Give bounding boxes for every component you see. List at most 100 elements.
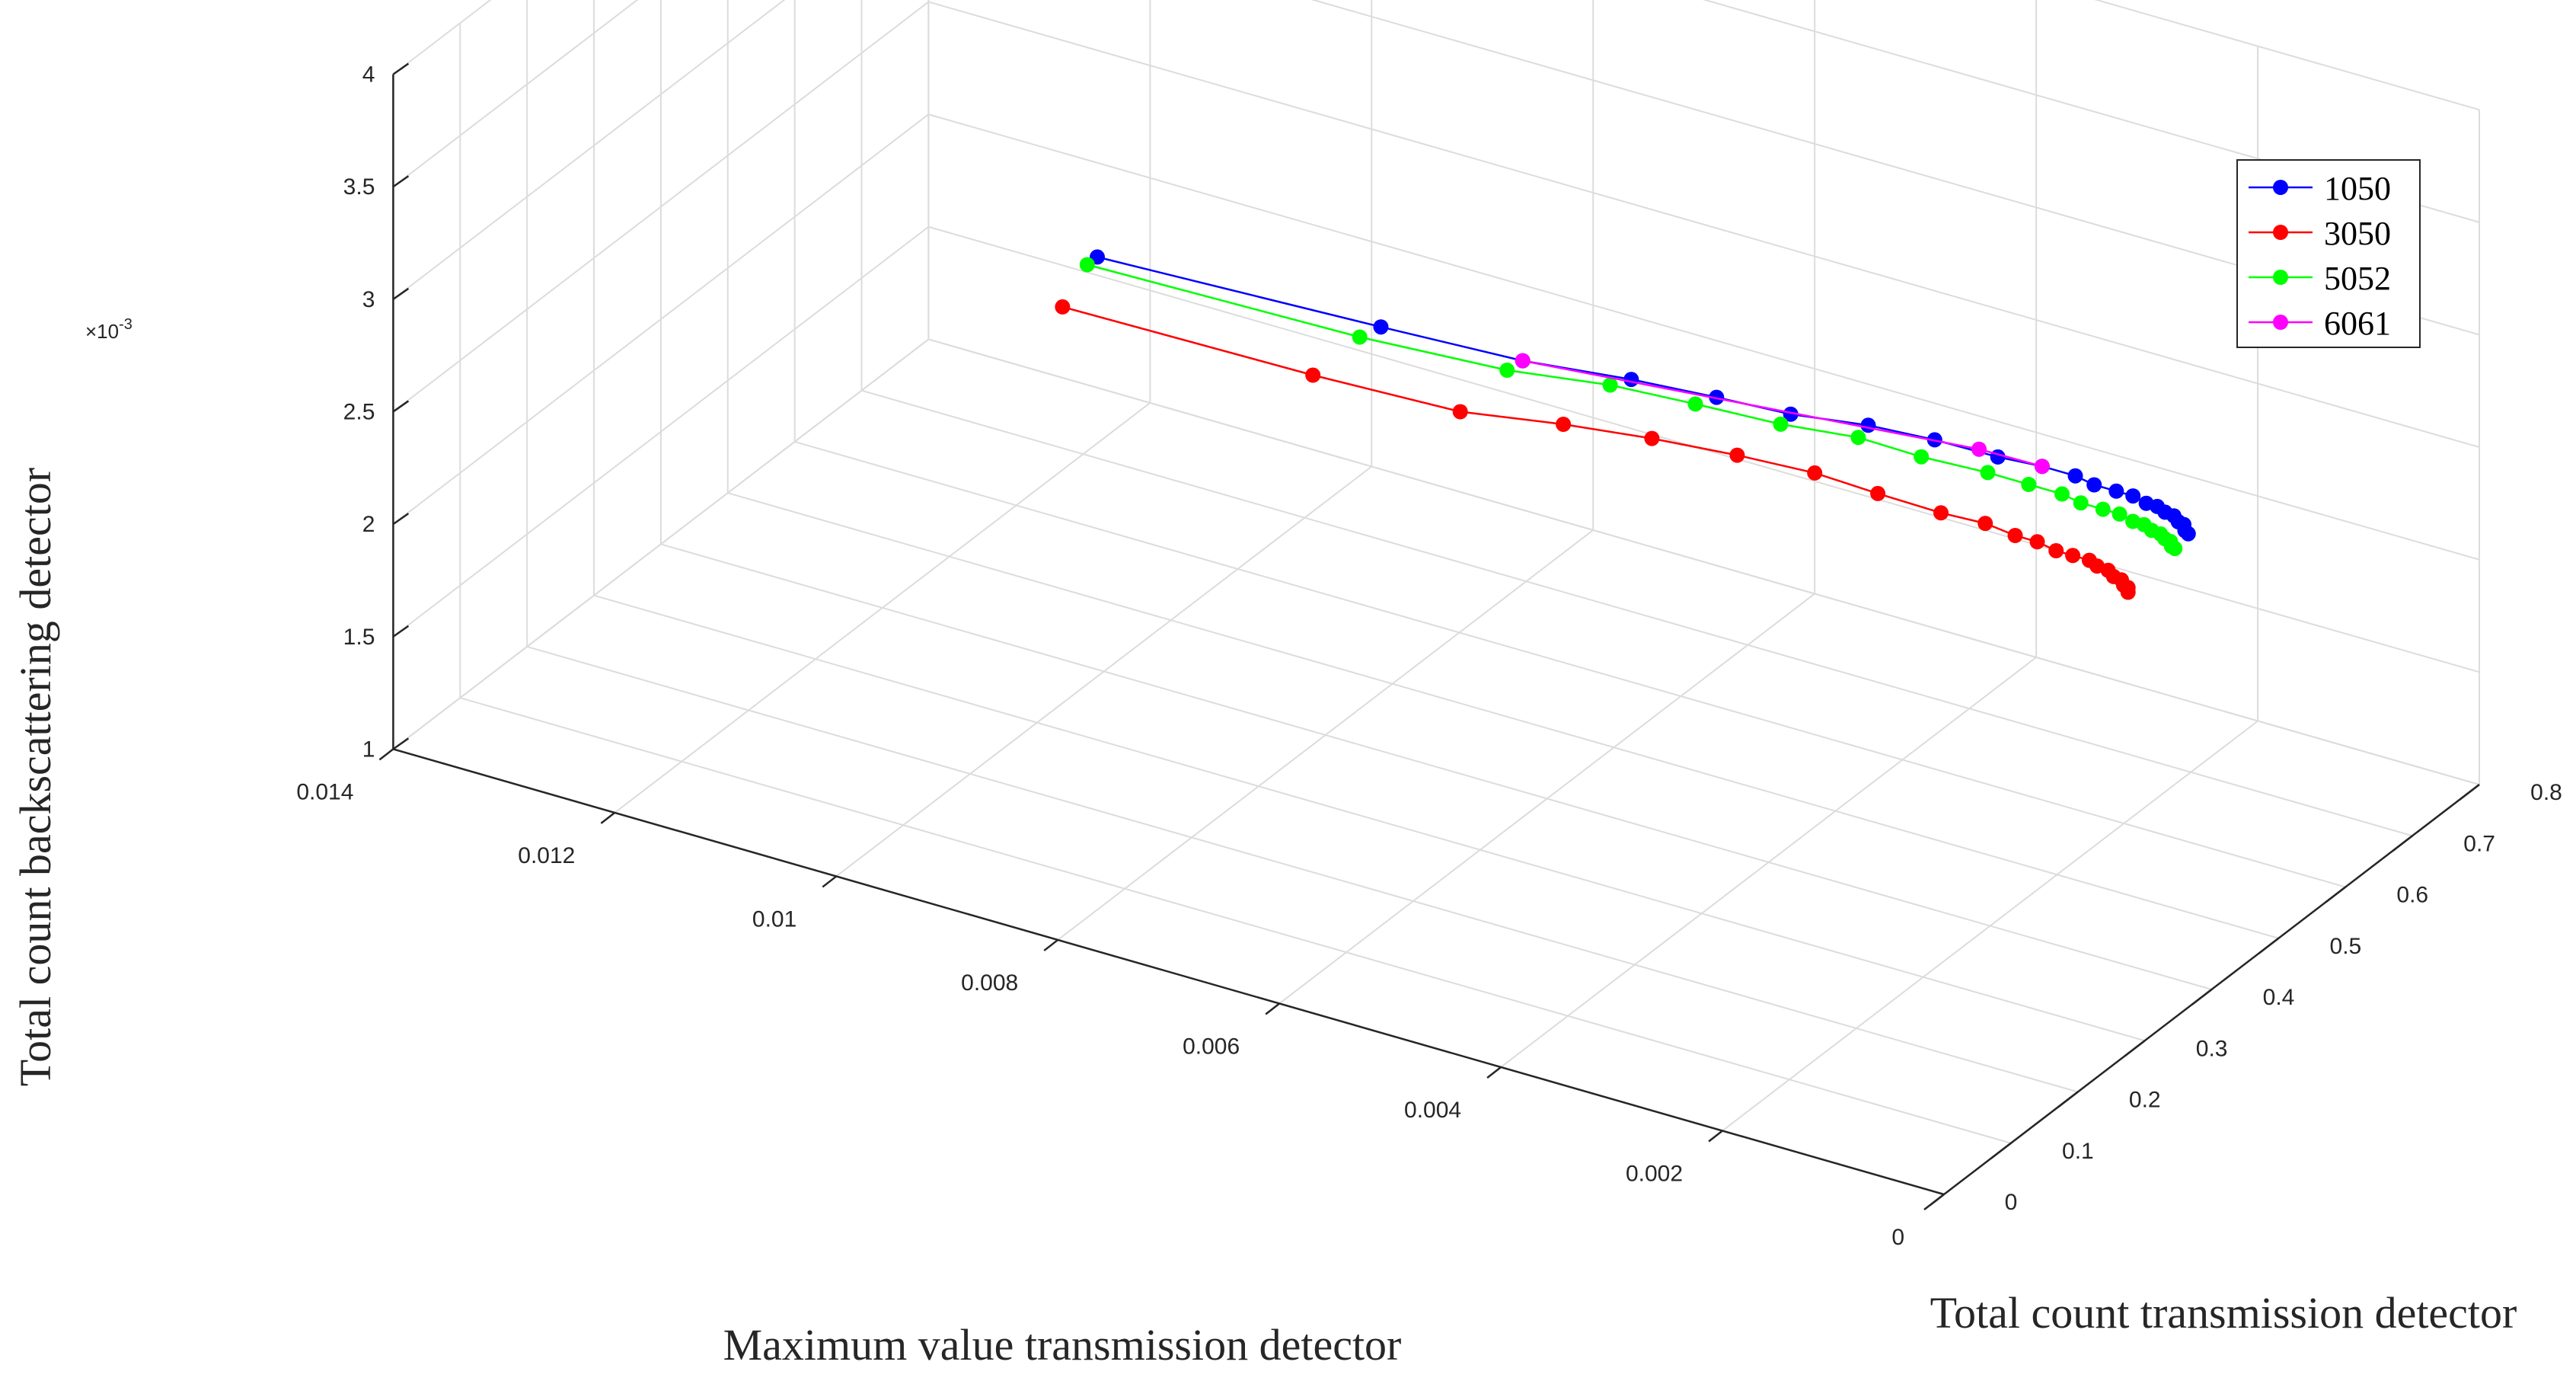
series-line bbox=[1096, 256, 2189, 535]
back-wall-gridline-z bbox=[928, 113, 2480, 561]
z-tick bbox=[392, 400, 410, 413]
data-point bbox=[1687, 396, 1703, 412]
x-tick bbox=[822, 875, 838, 888]
data-point bbox=[2054, 486, 2070, 502]
floor-gridline-y bbox=[526, 645, 2079, 1093]
x-tick bbox=[1708, 1130, 1723, 1143]
x-tick bbox=[1265, 1002, 1280, 1015]
y-tick-label: 0.6 bbox=[2396, 883, 2428, 908]
side-wall-gridline-z bbox=[392, 113, 930, 525]
series-3050 bbox=[1055, 299, 2136, 600]
z-tick-label: 3 bbox=[362, 287, 375, 312]
x-tick-label: 0.012 bbox=[518, 843, 575, 868]
y-tick-label: 0.8 bbox=[2530, 780, 2562, 805]
y-tick-label: 0.4 bbox=[2263, 985, 2295, 1010]
side-wall-gridline-z bbox=[392, 225, 930, 638]
data-point bbox=[2167, 541, 2183, 557]
data-point bbox=[2112, 506, 2128, 522]
x-tick-label: 0.008 bbox=[961, 970, 1018, 996]
z-tick bbox=[392, 175, 410, 188]
x-tick bbox=[1043, 938, 1058, 951]
data-point bbox=[1644, 430, 1660, 446]
data-point bbox=[1990, 449, 2006, 465]
side-wall-gridline-z bbox=[392, 0, 492, 75]
data-point bbox=[1977, 516, 1993, 532]
data-point bbox=[2021, 477, 2037, 492]
x-tick-label: 0.006 bbox=[1183, 1034, 1240, 1059]
floor-gridline-y bbox=[727, 492, 2279, 939]
data-point bbox=[1773, 416, 1789, 432]
x-tick-label: 0.014 bbox=[296, 779, 353, 804]
z-axis-multiplier: ×10-3 bbox=[85, 316, 132, 343]
chart-series bbox=[1055, 249, 2196, 600]
data-point bbox=[2108, 483, 2124, 499]
legend-label: 5052 bbox=[2324, 260, 2391, 297]
side-wall-gridline-z bbox=[392, 0, 639, 187]
z-multiplier-exponent: -3 bbox=[119, 316, 132, 333]
x-tick-label: 0 bbox=[1891, 1225, 1904, 1250]
data-point bbox=[1860, 417, 1876, 433]
z-tick-label: 2 bbox=[362, 512, 375, 537]
legend-item: 6061 bbox=[2249, 305, 2391, 342]
y-tick bbox=[2191, 989, 2213, 1005]
z-tick bbox=[392, 62, 410, 75]
legend-swatch-marker bbox=[2273, 270, 2288, 285]
back-wall-gridline-z bbox=[928, 1, 2480, 449]
data-point bbox=[1556, 417, 1572, 432]
y-tick-label: 0.5 bbox=[2330, 934, 2362, 959]
y-tick bbox=[2124, 1040, 2146, 1057]
data-point bbox=[2095, 501, 2111, 517]
y-tick bbox=[2459, 784, 2480, 801]
y-tick bbox=[1990, 1142, 2012, 1159]
legend-swatch-marker bbox=[2273, 225, 2288, 240]
side-wall-gridline-z bbox=[392, 0, 786, 300]
series-line bbox=[1522, 360, 2043, 468]
legend-label: 1050 bbox=[2324, 170, 2391, 207]
data-point bbox=[2034, 459, 2050, 475]
floor-gridline-y bbox=[660, 543, 2212, 990]
data-point bbox=[1870, 485, 1886, 501]
data-point bbox=[2073, 495, 2089, 511]
svg-text:×10-3: ×10-3 bbox=[85, 316, 132, 343]
back-wall-gridline-z bbox=[1310, 0, 2480, 336]
x-axis-line bbox=[393, 748, 1945, 1196]
floor-gridline-y bbox=[861, 389, 2413, 837]
series-1050 bbox=[1090, 249, 2196, 542]
data-point bbox=[1709, 389, 1725, 405]
data-point bbox=[1729, 447, 1745, 463]
data-point bbox=[1352, 329, 1368, 345]
z-axis-label: Total count backscattering detector bbox=[11, 468, 60, 1086]
legend-item: 3050 bbox=[2249, 215, 2391, 252]
floor-gridline-y bbox=[794, 440, 2346, 888]
z-tick-label: 3.5 bbox=[343, 174, 375, 200]
data-point bbox=[2086, 477, 2102, 493]
z-tick bbox=[392, 625, 410, 638]
x-tick bbox=[600, 811, 616, 824]
data-point bbox=[1623, 372, 1639, 388]
data-point bbox=[1850, 430, 1866, 446]
y-tick-label: 0 bbox=[2005, 1190, 2018, 1215]
floor-gridline-y bbox=[460, 697, 2012, 1144]
data-point bbox=[1079, 257, 1095, 273]
back-wall-gridline-z bbox=[2094, 0, 2480, 111]
y-tick-label: 0.1 bbox=[2062, 1139, 2094, 1164]
chart-tick-labels: 0 0.002 0.004 0.006 0.008 0.01 0.012 0.014 0 0.1 0… bbox=[296, 62, 2562, 1250]
data-point bbox=[1452, 404, 1468, 420]
z-tick-label: 4 bbox=[362, 62, 375, 88]
z-tick bbox=[392, 287, 410, 300]
data-point bbox=[1055, 299, 1071, 315]
data-point bbox=[2067, 468, 2083, 484]
data-point bbox=[1602, 377, 1618, 393]
data-point bbox=[2120, 584, 2136, 600]
floor-gridline-y bbox=[593, 594, 2145, 1042]
back-wall-gridline-z bbox=[928, 338, 2480, 785]
z-tick-label: 1.5 bbox=[343, 625, 375, 650]
y-tick bbox=[2057, 1091, 2079, 1108]
data-point bbox=[1807, 465, 1823, 481]
chart-legend: 1050 3050 5052 6061 bbox=[2236, 159, 2421, 348]
y-tick bbox=[1923, 1194, 1945, 1210]
x-tick bbox=[378, 748, 394, 761]
data-point bbox=[2048, 543, 2064, 558]
data-point bbox=[1373, 319, 1389, 335]
legend-box bbox=[2236, 159, 2421, 348]
